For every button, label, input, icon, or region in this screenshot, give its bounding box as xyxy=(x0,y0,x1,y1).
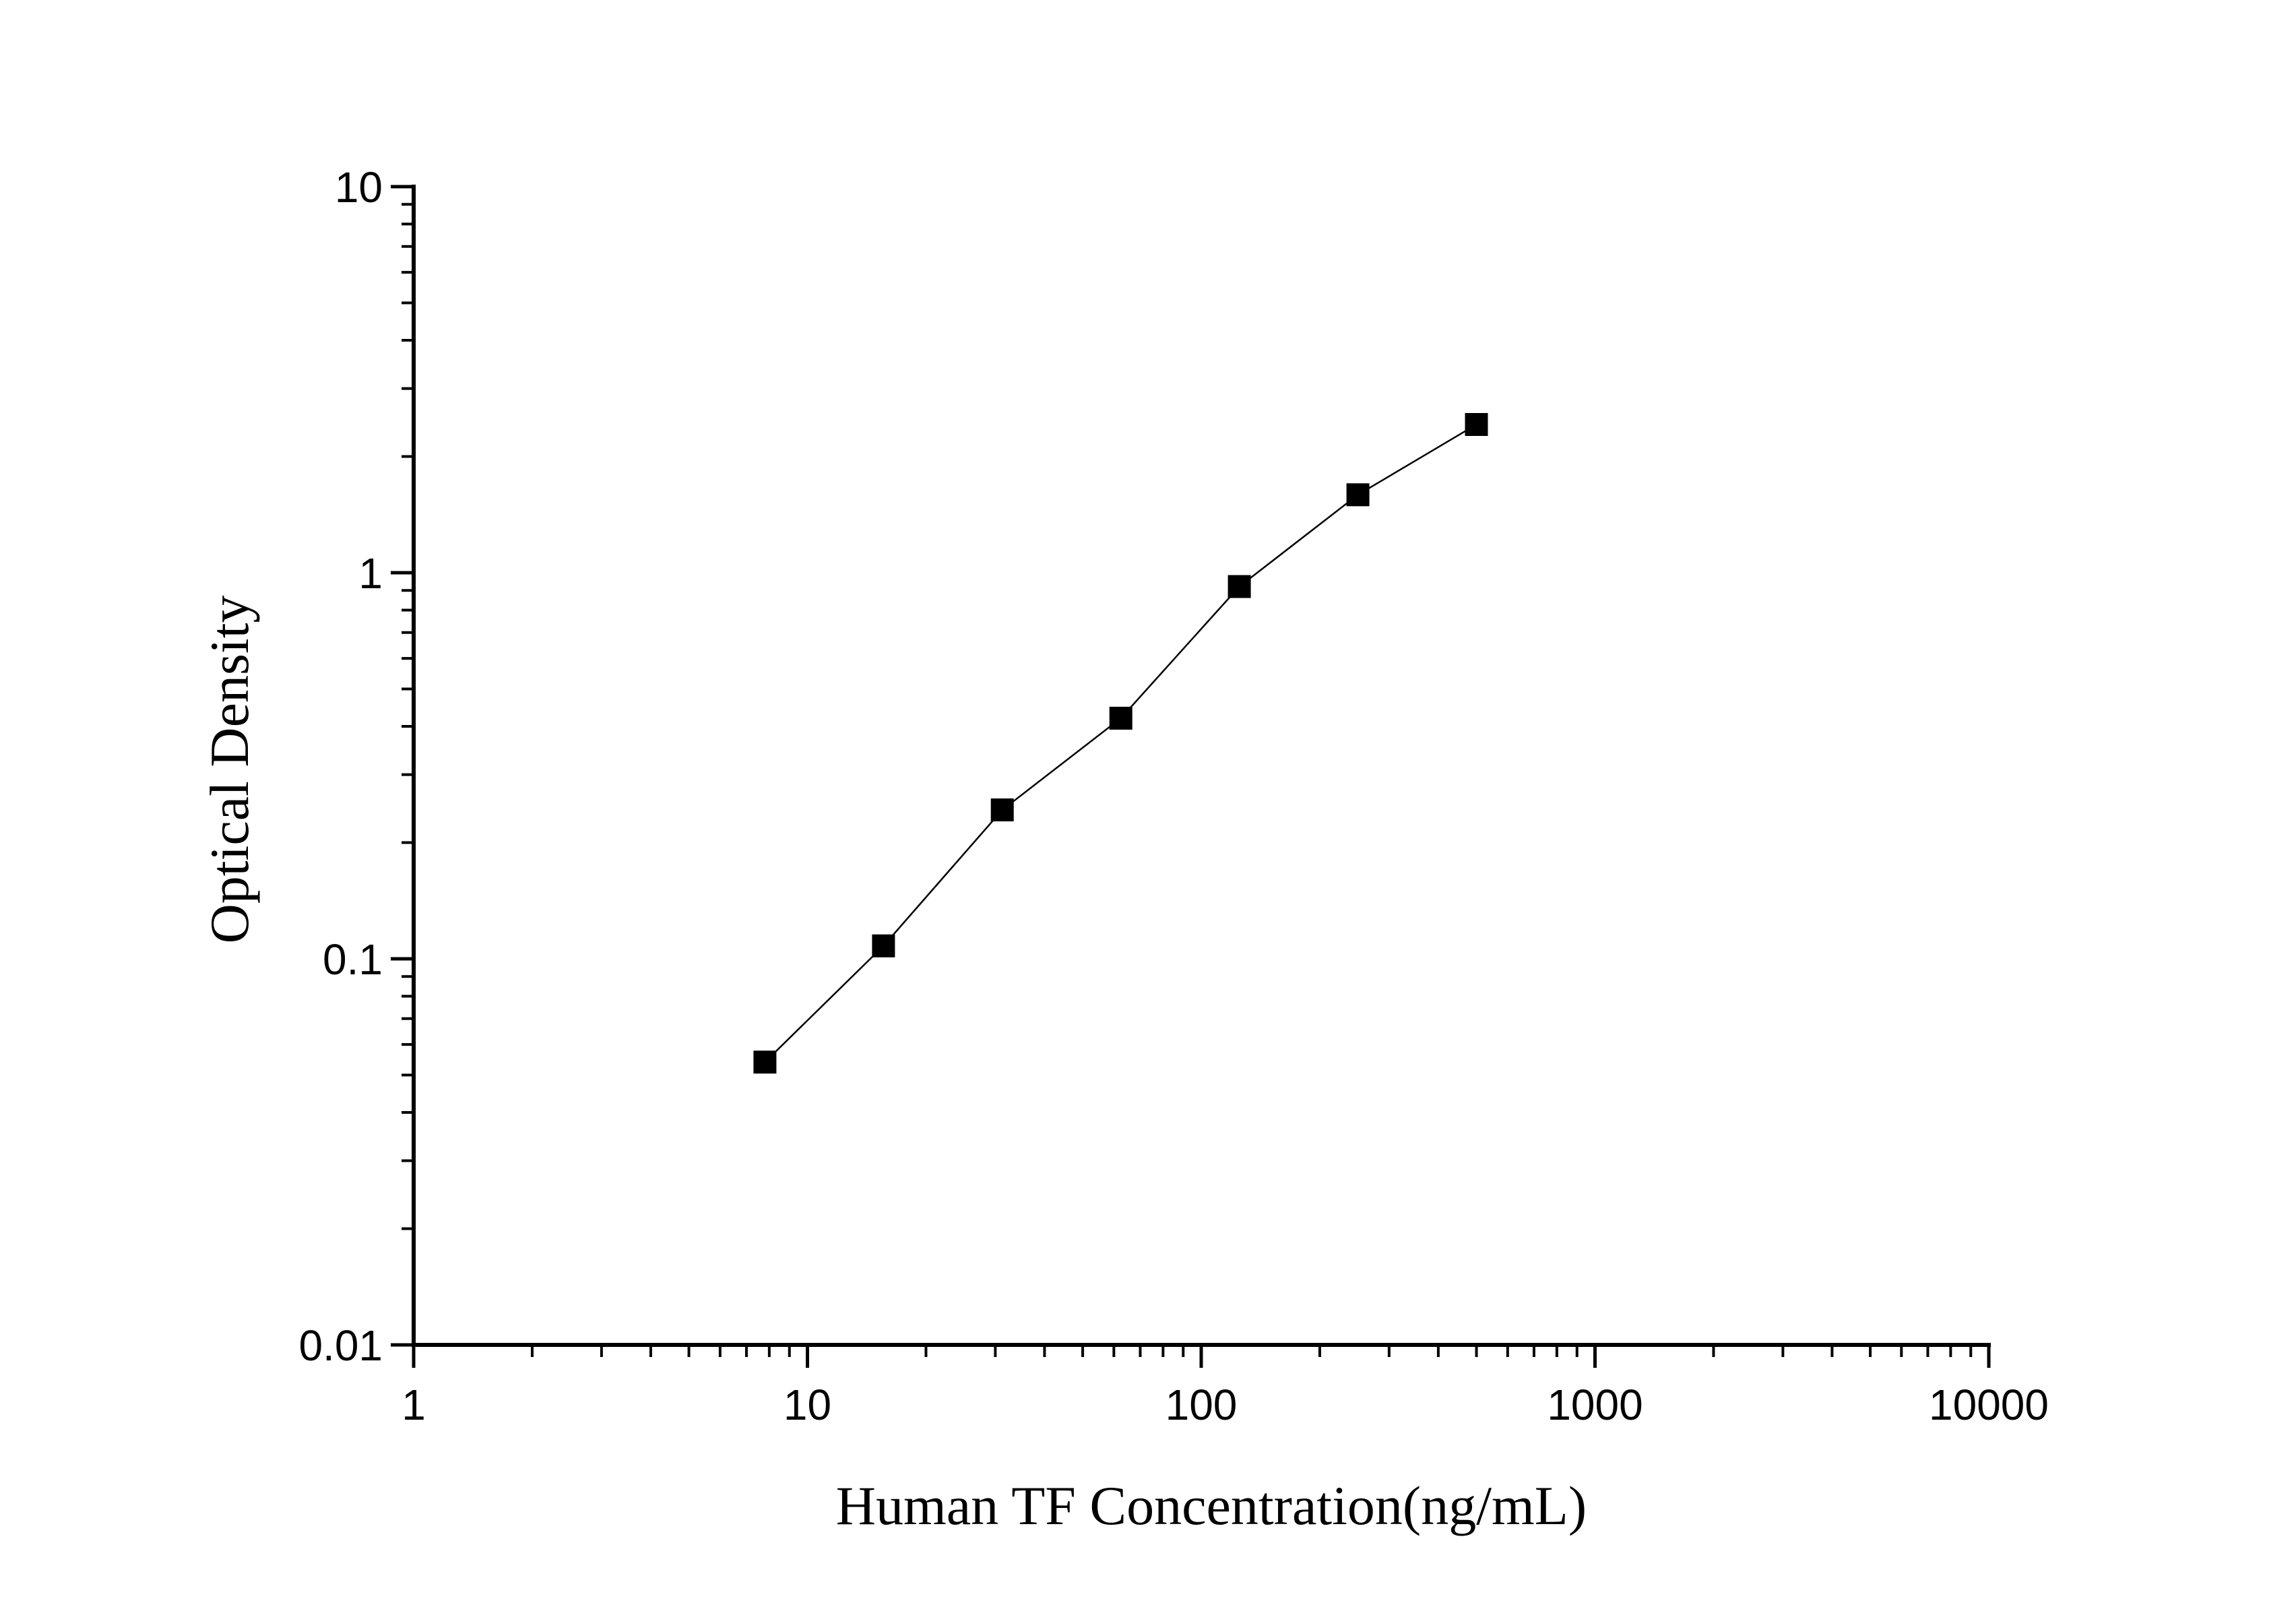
x-tick-label: 10 xyxy=(784,1381,831,1429)
data-point xyxy=(1227,575,1251,598)
x-tick-label: 1 xyxy=(402,1381,426,1429)
series-line xyxy=(764,423,1477,1063)
y-tick-label: 1 xyxy=(358,549,383,598)
data-point xyxy=(990,798,1014,821)
x-tick-label: 100 xyxy=(1166,1381,1238,1429)
x-axis-title: Human TF Concentration(ng/mL) xyxy=(836,1475,1587,1536)
x-tick-label: 1000 xyxy=(1547,1381,1643,1429)
y-axis-title: Optical Density xyxy=(199,596,260,944)
data-point xyxy=(1346,483,1370,507)
data-point xyxy=(753,1050,777,1074)
data-point xyxy=(1109,706,1133,730)
y-tick-label: 10 xyxy=(335,163,383,212)
data-point xyxy=(872,934,895,957)
x-tick-label: 10000 xyxy=(1929,1381,2049,1429)
axes-layer: 1 10 100 1000 10000 0.01 0.1 1 10 xyxy=(298,163,2049,1429)
series-layer xyxy=(753,413,1488,1074)
y-tick-label: 0.01 xyxy=(298,1321,383,1370)
y-tick-label: 0.1 xyxy=(323,935,383,984)
data-point xyxy=(1465,413,1488,436)
